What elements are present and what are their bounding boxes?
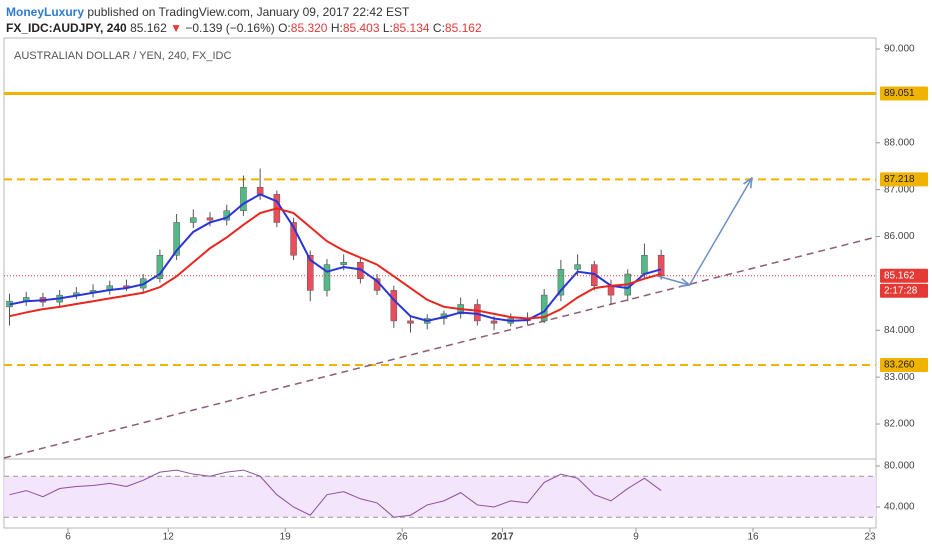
- x-tick-label: 23: [864, 532, 876, 543]
- x-tick-label: 19: [280, 532, 292, 543]
- y-tick-label: 84.000: [884, 325, 915, 336]
- arrow: [688, 178, 752, 286]
- arrow: [656, 275, 690, 285]
- ohlc-label: O:: [278, 21, 291, 35]
- frame: [3, 37, 877, 529]
- ohlc-value: 85.162: [444, 21, 482, 35]
- x-tick-label: 9: [633, 532, 639, 543]
- y-tick-label: 40.000: [884, 502, 915, 513]
- published: published on TradingView.com, January 09…: [87, 5, 410, 19]
- y-tick-label: 90.000: [884, 44, 915, 55]
- candle-body: [206, 217, 214, 221]
- y-tick-label: 88.000: [884, 137, 915, 148]
- candle-body: [290, 222, 297, 256]
- price-label-bg: [880, 268, 928, 283]
- price-label: 83.260: [884, 360, 915, 371]
- y-tick-label: 87.000: [884, 184, 915, 195]
- candle-body: [657, 255, 665, 277]
- ohlc-label: L:: [382, 21, 393, 35]
- candle-body: [490, 320, 498, 324]
- candle-body: [607, 285, 615, 296]
- y-tick-label: 83.000: [884, 372, 915, 383]
- candle-body: [240, 187, 247, 211]
- ohlc-value: 85.134: [392, 21, 430, 35]
- rsi-line: [9, 469, 662, 518]
- price-label-bg: [880, 86, 928, 101]
- y-tick-label: 80.000: [884, 461, 915, 472]
- change: −0.139 (−0.16%): [185, 21, 275, 35]
- pane-title: AUSTRALIAN DOLLAR / YEN, 240, FX_IDC: [14, 50, 231, 62]
- x-tick-label: 6: [65, 532, 71, 543]
- candle-body: [307, 255, 314, 291]
- trend-line: [3, 236, 877, 459]
- price-label-bg: [880, 357, 928, 372]
- moving-average: [9, 207, 662, 320]
- candle-body: [390, 290, 398, 322]
- candle-body: [574, 264, 581, 270]
- y-tick-label: 86.000: [884, 231, 915, 242]
- publish-line: MoneyLuxury published on TradingView.com…: [6, 4, 482, 20]
- price: 85.162: [130, 21, 167, 35]
- countdown: 2:17:28: [884, 285, 918, 296]
- candle-body: [407, 320, 414, 324]
- symbol-line: FX_IDC:AUDJPY, 240 85.162 ▼ −0.139 (−0.1…: [6, 20, 482, 36]
- candle-body: [557, 269, 565, 296]
- price-label: 87.218: [884, 174, 915, 185]
- header: MoneyLuxury published on TradingView.com…: [6, 4, 482, 36]
- price-label: 89.051: [884, 88, 915, 99]
- ohlc-value: 85.320: [290, 21, 328, 35]
- x-tick-label: 16: [747, 532, 759, 543]
- candle-body: [323, 264, 331, 291]
- y-tick-label: 82.000: [884, 419, 915, 430]
- x-tick-label: 26: [397, 532, 409, 543]
- ohlc-label: C:: [432, 21, 445, 35]
- countdown-bg: [880, 283, 928, 298]
- x-tick-label: 2017: [491, 532, 514, 543]
- price-label: 85.162: [884, 270, 915, 281]
- candle-body: [173, 222, 180, 256]
- moving-average: [9, 193, 662, 322]
- candle-body: [190, 217, 197, 223]
- symbol: FX_IDC:AUDJPY, 240: [6, 21, 127, 35]
- ohlc-label: H:: [330, 21, 343, 35]
- candle-body: [340, 262, 347, 265]
- x-tick-label: 12: [163, 532, 175, 543]
- rsi-band: [4, 476, 876, 518]
- ohlc: O:85.320 H:85.403 L:85.134 C:85.162: [278, 21, 482, 35]
- price-label-bg: [880, 172, 928, 187]
- candle-body: [156, 255, 164, 279]
- direction: ▼: [170, 21, 182, 35]
- candle-body: [641, 255, 648, 275]
- author[interactable]: MoneyLuxury: [6, 5, 85, 19]
- ohlc-value: 85.403: [342, 21, 380, 35]
